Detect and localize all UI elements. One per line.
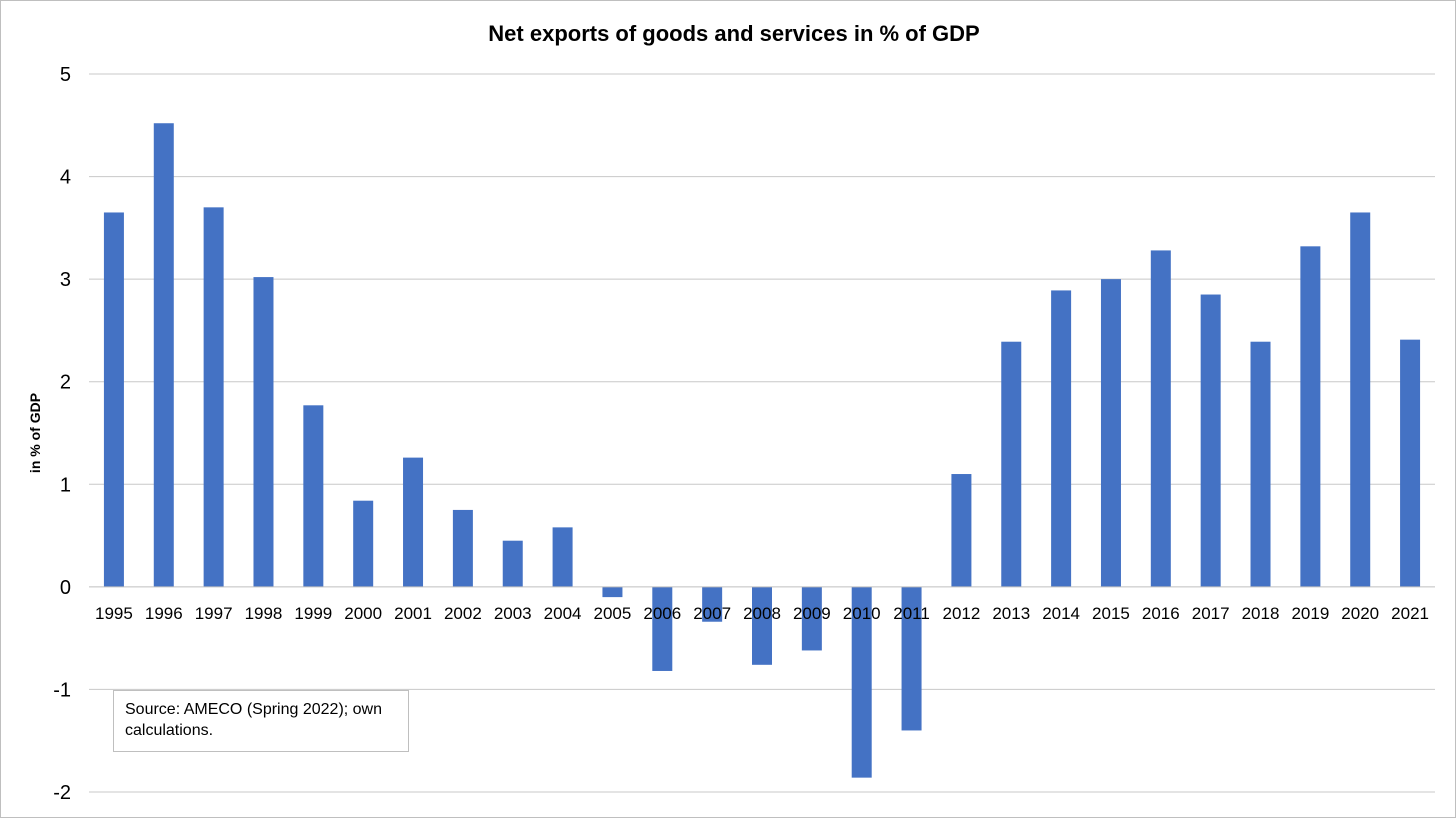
bar-2017 [1200, 294, 1221, 587]
x-tick-label: 2013 [992, 604, 1030, 623]
bar-1995 [103, 212, 124, 587]
x-tick-label: 2001 [394, 604, 432, 623]
bar-2020 [1350, 212, 1371, 587]
x-tick-label: 2010 [843, 604, 881, 623]
x-tick-label: 2018 [1242, 604, 1280, 623]
x-axis-ticks: 1995 1996 1997 1998 1999 2000 2001 2002 2003 2004… [95, 604, 1429, 623]
gridlines [89, 73, 1435, 793]
y-tick-label: 3 [60, 269, 71, 291]
x-tick-label: 2006 [643, 604, 681, 623]
x-tick-label: 2012 [942, 604, 980, 623]
source-note-line-2: calculations. [125, 722, 214, 739]
y-axis-label: in % of GDP [27, 393, 43, 473]
x-tick-label: 2009 [793, 604, 831, 623]
y-tick-label: 1 [60, 474, 71, 496]
x-tick-label: 2014 [1042, 604, 1080, 623]
x-tick-label: 2002 [444, 604, 482, 623]
x-tick-label: 1995 [95, 604, 133, 623]
bar-2015 [1100, 279, 1121, 587]
x-tick-label: 2015 [1092, 604, 1130, 623]
y-tick-label: -2 [53, 782, 71, 804]
x-tick-label: 1999 [294, 604, 332, 623]
x-tick-label: 2003 [494, 604, 532, 623]
bar-2014 [1051, 290, 1072, 587]
bar-2013 [1001, 341, 1022, 587]
bar-1997 [203, 207, 224, 587]
bar-2002 [452, 509, 473, 587]
x-tick-label: 2008 [743, 604, 781, 623]
y-tick-label: 0 [60, 577, 71, 599]
bar-2005 [602, 586, 623, 598]
bars [103, 123, 1421, 778]
y-axis-ticks: 5 4 3 2 1 0 -1 -2 [53, 64, 71, 804]
bar-2009 [801, 586, 822, 651]
y-tick-label: 2 [60, 372, 71, 394]
x-tick-label: 2011 [893, 604, 930, 623]
bar-2011 [901, 586, 922, 731]
bar-2016 [1150, 250, 1171, 587]
x-tick-label: 2005 [594, 604, 632, 623]
bar-1998 [253, 277, 274, 587]
bar-2019 [1300, 246, 1321, 587]
source-note-line-1: Source: AMECO (Spring 2022); own [125, 701, 383, 718]
bar-2000 [353, 500, 374, 587]
bar-2008 [752, 586, 772, 665]
bar-2007 [702, 586, 723, 622]
bar-1996 [153, 123, 174, 587]
x-tick-label: 2020 [1341, 604, 1379, 623]
x-tick-label: 2007 [693, 604, 731, 623]
x-tick-label: 2017 [1192, 604, 1230, 623]
y-tick-label: -1 [53, 679, 71, 701]
bar-2004 [552, 527, 573, 587]
y-tick-label: 4 [60, 167, 71, 189]
x-tick-label: 1996 [145, 604, 183, 623]
bar-2001 [403, 457, 424, 587]
x-tick-label: 2021 [1391, 604, 1429, 623]
x-tick-label: 1997 [195, 604, 233, 623]
x-tick-label: 1998 [245, 604, 283, 623]
x-tick-label: 2019 [1291, 604, 1329, 623]
y-tick-label: 5 [60, 64, 71, 86]
source-note: Source: AMECO (Spring 2022); own calcula… [113, 690, 409, 752]
x-tick-label: 2000 [344, 604, 382, 623]
x-tick-label: 2016 [1142, 604, 1180, 623]
bar-2021 [1400, 339, 1421, 587]
bar-2012 [951, 474, 972, 587]
bar-2006 [652, 586, 673, 671]
chart-title: Net exports of goods and services in % o… [488, 21, 979, 46]
bar-2018 [1250, 341, 1271, 587]
bar-1999 [303, 405, 324, 587]
bar-2003 [502, 540, 523, 587]
x-tick-label: 2004 [544, 604, 582, 623]
bar-2010 [851, 586, 872, 778]
